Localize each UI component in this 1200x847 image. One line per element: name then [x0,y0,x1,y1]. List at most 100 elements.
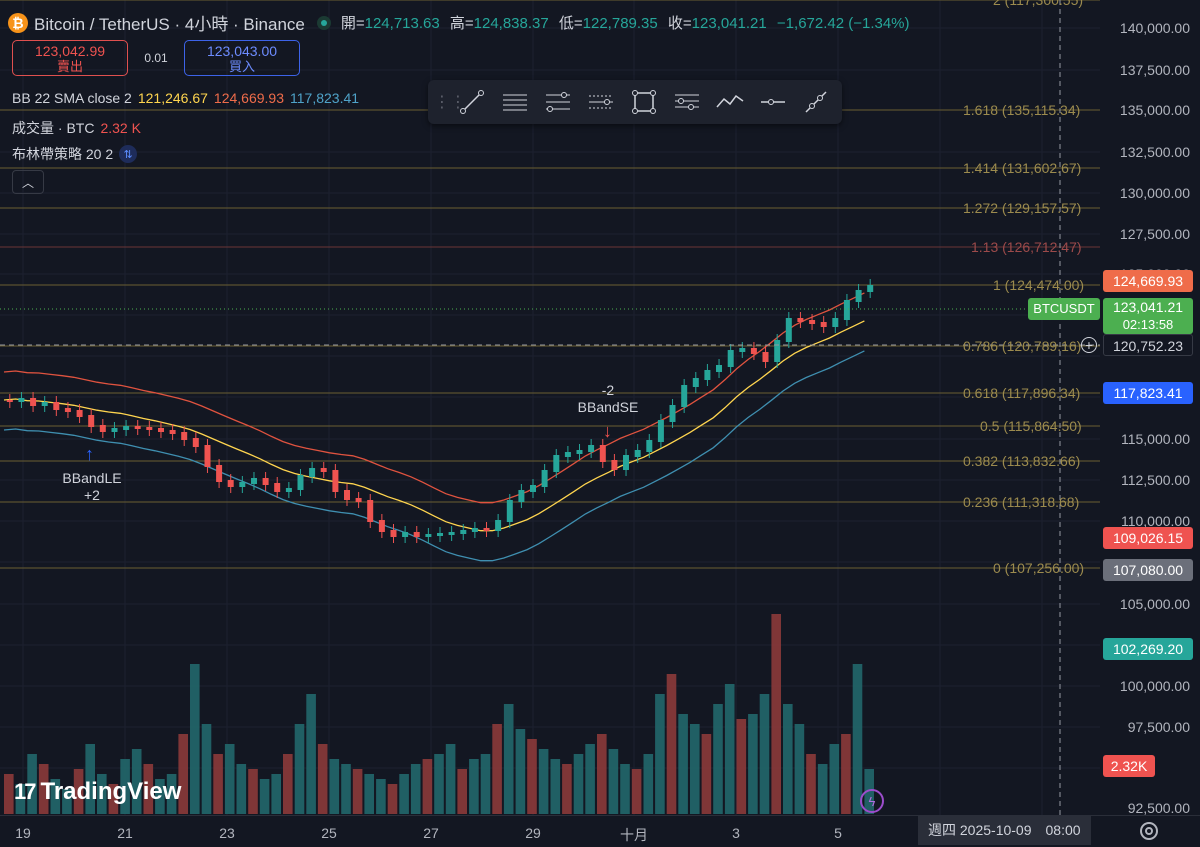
settings-gear-icon[interactable] [1140,822,1158,840]
volume-bar [283,754,293,814]
volume-bar [701,734,712,814]
trend-line-icon[interactable] [450,80,493,124]
chart-legend: ₿ Bitcoin / TetherUS · 4小時 · Binance 開=1… [8,10,916,35]
candle [750,348,757,354]
fib-label-2: 2 (117,300.55) [993,0,1084,8]
candle [646,440,653,452]
candle [530,485,536,492]
bb-indicator-label: BB 22 SMA close 2 [12,90,132,106]
candle [320,468,327,472]
rectangle-icon[interactable] [622,80,665,124]
candle [785,318,792,342]
lightning-icon[interactable]: ϟ [860,789,884,813]
fib-label-1: 1 (124,474.00) [993,277,1085,293]
volume-bar [201,724,212,814]
tradingview-logo-icon: 17 [14,779,37,804]
price-axis[interactable]: 140,000.00 137,500.00 135,000.00 132,500… [1103,0,1200,816]
price-tick: 140,000.00 [1119,20,1190,36]
bb-indicator-legend[interactable]: BB 22 SMA close 2 121,246.67 124,669.93 … [12,90,359,106]
strategy-legend[interactable]: 布林帶策略 20 2 ⇅ [12,144,138,164]
candle [204,445,211,467]
volume-bar [480,754,491,814]
fib-label-05: 0.5 (115,864.50) [980,418,1082,434]
short-entry-signal: -2 BBandSE [578,382,639,416]
time-tick: 25 [321,825,337,841]
volume-bar [294,724,305,814]
volume-bar [387,784,398,814]
candle [239,482,246,487]
candle [111,428,118,432]
candle [158,428,164,432]
candle [739,348,746,352]
price-tick: 132,500.00 [1119,144,1190,160]
last-price-label: 123,041.21 02:13:58 [1103,298,1193,334]
volume-bar [469,759,479,814]
volume-bar [271,774,281,814]
volume-bar [341,764,351,814]
tradingview-branding[interactable]: 17 TradingView [14,778,181,806]
sell-label: 賣出 [56,59,83,74]
volume-bar [666,674,677,814]
volume-bar [759,694,770,814]
market-status-icon[interactable] [316,15,331,30]
crosshair-time-label: 週四 2025-10-09 08:00 [918,815,1091,845]
volume-bar [597,734,607,814]
volume-bar [445,744,456,814]
add-alert-icon[interactable]: + [1081,337,1097,353]
candle [460,530,467,534]
candle [76,410,83,417]
volume-bar [457,769,467,814]
volume-bar [155,779,165,814]
parallel-channel-icon[interactable] [493,80,536,124]
pitchfork-icon[interactable] [665,80,708,124]
candle [611,460,618,470]
volume-bar [585,744,595,814]
candle [599,445,606,462]
bar-countdown: 02:13:58 [1122,317,1174,332]
symbol-title[interactable]: Bitcoin / TetherUS · 4小時 · Binance [34,15,305,34]
sell-button[interactable]: 123,042.99 賣出 [12,40,128,76]
buy-button[interactable]: 123,043.00 買入 [184,40,300,76]
volume-indicator-legend[interactable]: 成交量 · BTC 2.32 K [12,118,141,138]
volume-bar [503,704,514,814]
candle [285,488,292,492]
fib-retracement-icon[interactable] [536,80,579,124]
candle [30,398,37,406]
volume-bar [317,744,328,814]
volume-bar [73,769,84,814]
collapse-legend-button[interactable]: ︿ [12,170,44,194]
volume-bar [399,774,409,814]
fib-extension-icon[interactable] [579,80,622,124]
ray-icon[interactable] [794,80,837,124]
volume-bar [259,779,270,814]
volume-bar [771,614,781,814]
low-label: 低= [558,15,583,32]
path-icon[interactable] [708,80,751,124]
candle [53,402,60,410]
time-tick: 19 [15,825,31,841]
candle [181,432,188,440]
time-axis[interactable]: 19 21 23 25 27 29 十月 3 5 [0,815,1200,847]
horizontal-ray-icon[interactable] [751,80,794,124]
candle [390,530,397,537]
volume-bar [27,754,37,814]
volume-bar [806,754,816,814]
volume-bar [85,744,95,814]
candle [867,285,874,292]
spread-value: 0.01 [144,51,168,65]
price-tick: 110,000.00 [1120,513,1190,529]
close-value: 123,041.21 [691,15,767,32]
volume-bar [631,769,642,814]
candle [425,534,432,537]
close-label: 收= [667,15,692,32]
volume-bar [690,724,700,814]
bb-upper-line [3,292,865,504]
drag-handle-icon[interactable]: ⋮⋮ [434,94,466,111]
candle [6,400,13,402]
volume-bar [538,749,549,814]
candle [564,452,571,457]
candle [146,427,153,430]
candle [843,300,850,320]
strategy-report-icon[interactable]: ⇅ [119,145,138,163]
